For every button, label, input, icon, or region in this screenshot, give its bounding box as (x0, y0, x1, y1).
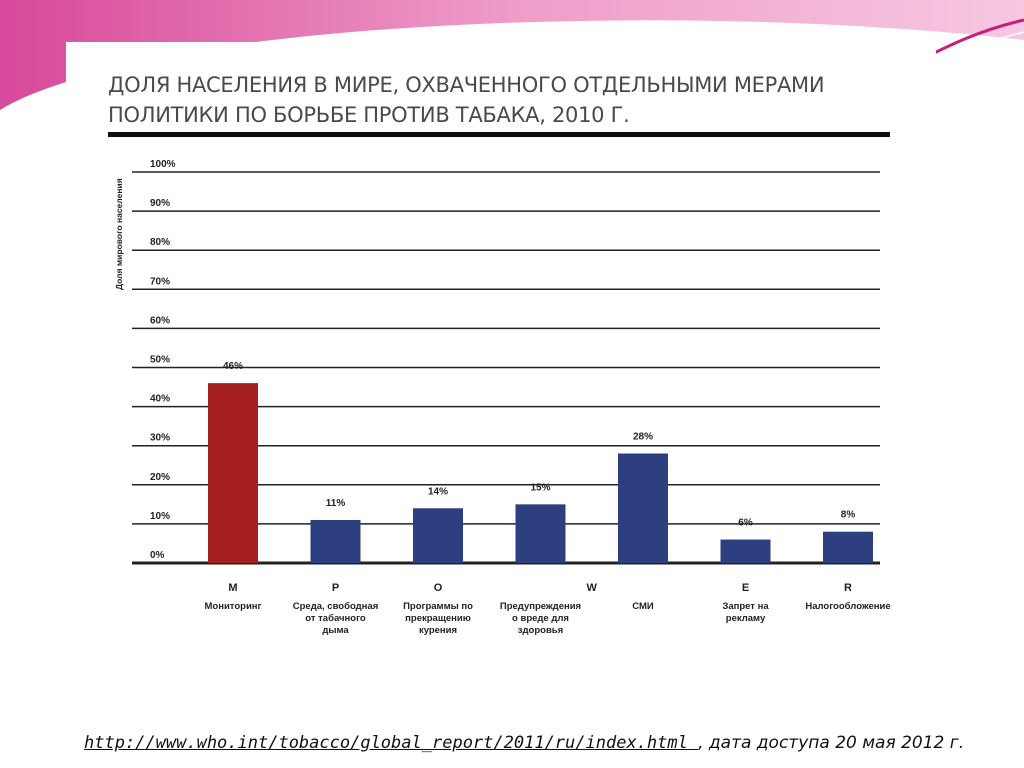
y-tick-label: 90% (150, 198, 170, 209)
category-label: СМИ (632, 601, 654, 612)
chart-card (66, 42, 936, 682)
y-tick-label: 60% (150, 315, 170, 326)
category-code: M (228, 582, 237, 594)
y-tick-label: 100% (150, 159, 176, 170)
title-rule (108, 132, 890, 137)
data-label: 8% (841, 510, 856, 521)
data-label: 28% (633, 432, 653, 443)
data-label: 46% (223, 361, 243, 372)
data-label: 14% (428, 486, 448, 497)
y-tick-label: 20% (150, 472, 170, 483)
category-label: Программы по (403, 601, 473, 612)
bar (413, 508, 463, 563)
category-label: курения (419, 625, 457, 636)
bar (310, 519, 361, 563)
category-code: P (332, 582, 339, 594)
category-label: Среда, свободная (293, 601, 378, 612)
y-tick-label: 70% (150, 276, 170, 287)
category-label: рекламу (726, 613, 766, 624)
category-code: R (844, 582, 852, 594)
y-tick-label: 50% (150, 355, 170, 366)
bar (515, 504, 566, 563)
y-tick-label: 30% (150, 433, 170, 444)
y-axis-title: Доля мирового населения (114, 178, 124, 290)
category-label: здоровья (518, 625, 563, 636)
source-link[interactable]: http://www.who.int/tobacco/global_report… (84, 733, 699, 753)
data-label: 11% (326, 498, 346, 509)
category-group-code: W (587, 582, 598, 594)
y-tick-label: 10% (150, 511, 170, 522)
category-code: O (434, 582, 443, 594)
category-label: Налогообложение (805, 601, 890, 612)
y-tick-label: 0% (150, 550, 165, 561)
category-label: о вреде для (512, 613, 569, 624)
data-label: 15% (530, 482, 550, 493)
y-tick-label: 80% (150, 237, 170, 248)
data-label: 6% (738, 518, 753, 529)
bar (618, 453, 668, 563)
chart-title: ДОЛЯ НАСЕЛЕНИЯ В МИРЕ, ОХВАЧЕННОГО ОТДЕЛ… (108, 73, 825, 127)
category-label: Мониторинг (205, 601, 262, 612)
source-footer: http://www.who.int/tobacco/global_report… (84, 733, 1024, 753)
y-tick-label: 40% (150, 394, 170, 405)
access-date-note: , дата доступа 20 мая 2012 г. (698, 733, 965, 753)
bar (720, 539, 771, 563)
category-label: Предупреждения (500, 601, 581, 612)
bar (208, 383, 258, 563)
bar (823, 531, 873, 563)
category-label: прекращению (405, 613, 471, 624)
category-label: Запрет на (722, 601, 769, 612)
category-code: E (742, 582, 749, 594)
category-label: от табачного (305, 613, 366, 624)
category-label: дыма (322, 625, 349, 636)
